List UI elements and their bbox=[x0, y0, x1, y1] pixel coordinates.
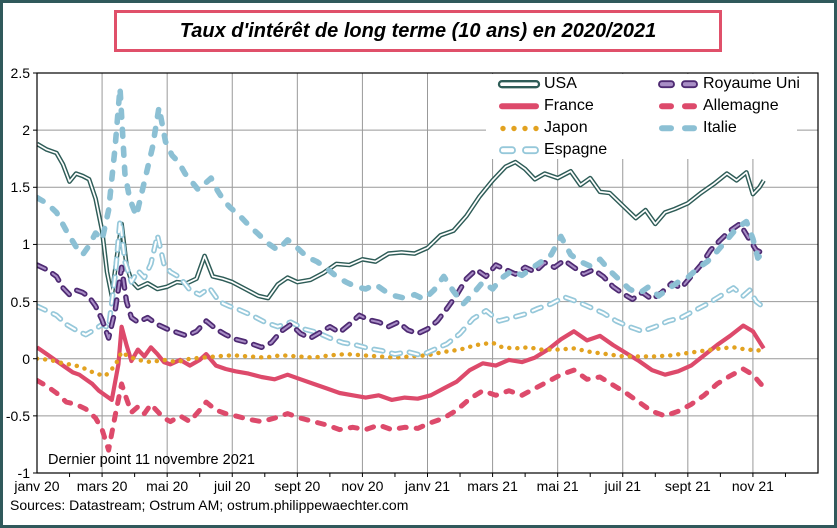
legend-label-japon: Japon bbox=[544, 119, 588, 136]
legend-item-japon: Japon bbox=[497, 117, 607, 139]
legend-swatch-france bbox=[499, 102, 539, 109]
y-axis-label: 1.5 bbox=[10, 179, 30, 196]
chart-title: Taux d'intérêt de long terme (10 ans) en… bbox=[179, 19, 657, 42]
x-axis-label: sept 20 bbox=[274, 478, 321, 494]
legend-column-1: USA France Japon Espagne bbox=[497, 73, 607, 161]
legend-label-espagne: Espagne bbox=[544, 141, 608, 158]
series-france-line bbox=[37, 323, 766, 402]
x-axis-label: janv 20 bbox=[14, 478, 60, 494]
legend-label-usa: USA bbox=[544, 75, 577, 92]
annotation-last-point: Dernier point 11 novembre 2021 bbox=[48, 452, 255, 468]
legend-item-italie: Italie bbox=[656, 117, 800, 139]
x-axis-label: janv 21 bbox=[404, 478, 451, 494]
x-axis-label: mai 21 bbox=[536, 478, 579, 494]
legend-label-italie: Italie bbox=[703, 119, 737, 136]
series-italie-line bbox=[37, 85, 767, 307]
series-japon-line bbox=[37, 340, 766, 379]
y-axis-label: 2.5 bbox=[10, 65, 30, 81]
legend-label-royaume-uni: Royaume Uni bbox=[703, 75, 800, 92]
x-axis-label: mars 20 bbox=[76, 478, 128, 494]
legend-swatch-japon bbox=[500, 125, 539, 131]
legend-swatch-espagne bbox=[499, 145, 539, 154]
chart-title-box: Taux d'intérêt de long terme (10 ans) en… bbox=[114, 10, 722, 52]
x-axis-label: mai 20 bbox=[146, 478, 189, 494]
y-axis-label: 2 bbox=[22, 122, 30, 139]
y-axis-label: 0 bbox=[22, 350, 30, 367]
series-espagne-core bbox=[37, 219, 765, 357]
legend-swatch-italie bbox=[659, 124, 697, 131]
series-espagne-line bbox=[37, 217, 767, 358]
legend-label-france: France bbox=[544, 97, 594, 114]
legend-item-espagne: Espagne bbox=[497, 139, 607, 161]
legend-label-allemagne: Allemagne bbox=[703, 97, 779, 114]
y-axis-label: -0.5 bbox=[5, 407, 30, 424]
series-allemagne-line bbox=[37, 366, 767, 453]
plot-border bbox=[36, 72, 819, 474]
x-axis-label: juil 21 bbox=[604, 478, 642, 494]
legend-background bbox=[486, 74, 797, 159]
series-group bbox=[37, 85, 767, 453]
legend-item-usa: USA bbox=[497, 73, 607, 95]
x-axis-label: juil 20 bbox=[213, 478, 251, 494]
legend-swatch-royaume-uni bbox=[658, 79, 698, 88]
legend-column-2: Royaume Uni Allemagne Italie bbox=[656, 73, 800, 139]
y-axis-label: 1 bbox=[22, 236, 30, 253]
legend-item-allemagne: Allemagne bbox=[656, 95, 800, 117]
legend-item-france: France bbox=[497, 95, 607, 117]
x-axis-label: nov 20 bbox=[341, 478, 384, 494]
x-axis-label: nov 21 bbox=[731, 478, 774, 494]
legend-swatch-usa bbox=[497, 79, 541, 88]
x-axis-label: mars 21 bbox=[467, 478, 518, 494]
sources-line: Sources: Datastream; Ostrum AM; ostrum.p… bbox=[10, 497, 409, 513]
y-axis-label: 0.5 bbox=[10, 293, 30, 310]
y-axis-label: -1 bbox=[17, 465, 30, 481]
x-axis-label: sept 21 bbox=[664, 478, 711, 494]
legend-item-royaume-uni: Royaume Uni bbox=[656, 73, 800, 95]
legend-swatch-allemagne bbox=[659, 102, 697, 109]
